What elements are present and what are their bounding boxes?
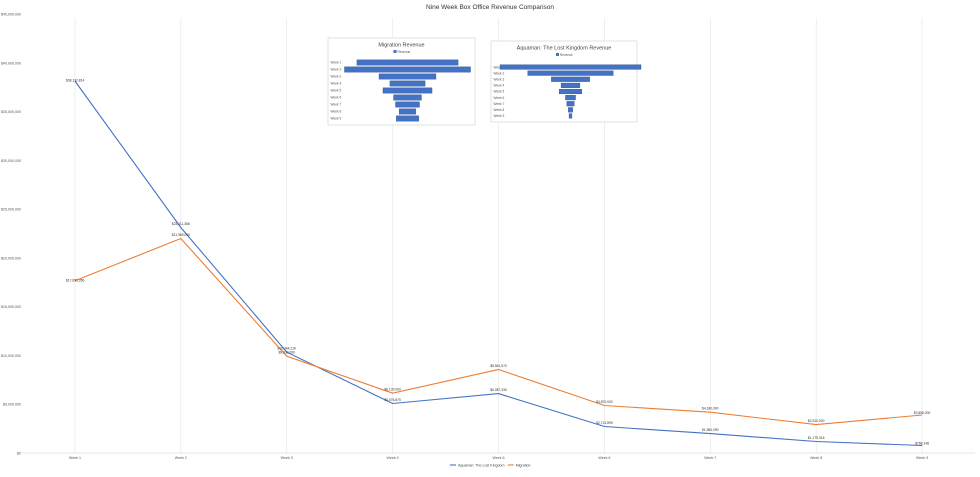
inset-category-label: Week 5	[331, 89, 342, 93]
x-tick-label: Week 3	[281, 456, 293, 460]
data-label: $9,930,000	[278, 351, 295, 355]
data-label: $768,148	[915, 442, 929, 446]
inset-category-label: Week 2	[331, 68, 342, 72]
inset-bar	[378, 73, 437, 80]
inset-bar	[382, 87, 433, 94]
data-label: $5,076,875	[384, 398, 401, 402]
inset-legend-label: Revenue	[398, 50, 411, 54]
data-label: $38,132,814	[66, 78, 85, 82]
inset-legend-label: Revenue	[560, 53, 573, 57]
data-label: $10,344,219	[278, 347, 297, 351]
inset-bar	[565, 95, 576, 101]
data-label: $21,989,000	[172, 233, 191, 237]
inset-category-label: Week 1	[494, 65, 505, 69]
x-tick-label: Week 1	[69, 456, 81, 460]
inset-category-label: Week 7	[494, 102, 505, 106]
data-label: $3,896,000	[914, 411, 931, 415]
inset-bar	[568, 107, 573, 113]
y-tick-label: $30,000,000	[1, 159, 21, 163]
y-tick-label: $20,000,000	[1, 256, 21, 260]
inset-category-label: Week 4	[331, 82, 342, 86]
data-label: $1,984,090	[702, 428, 719, 432]
inset-bar	[356, 59, 459, 66]
y-tick-label: $35,000,000	[1, 110, 21, 114]
legend-label: Aquaman: The Lost Kingdom	[458, 463, 504, 467]
inset-bar	[551, 76, 590, 82]
data-label: $6,087,330	[490, 388, 507, 392]
series-line-aquaman	[74, 80, 923, 447]
data-label: $2,713,899	[596, 421, 613, 425]
inset-category-label: Week 4	[494, 84, 505, 88]
y-tick-label: $25,000,000	[1, 208, 21, 212]
y-tick-label: $10,000,000	[1, 354, 21, 358]
legend-label: Migration	[516, 463, 531, 467]
y-tick-label: $40,000,000	[1, 61, 21, 65]
inset-bar	[396, 115, 419, 122]
inset-category-label: Week 9	[331, 117, 342, 121]
inset-category-label: Week 6	[494, 96, 505, 100]
inset-category-label: Week 8	[331, 110, 342, 114]
inset-legend-swatch	[556, 53, 559, 56]
inset-legend-swatch	[393, 50, 397, 53]
data-label: $17,653,356	[66, 278, 85, 282]
y-tick-label: $45,000,000	[1, 13, 21, 17]
y-tick-label: $5,000,000	[3, 403, 21, 407]
inset-bar	[568, 113, 573, 119]
x-tick-label: Week 5	[492, 456, 504, 460]
inset-category-label: Week 5	[494, 90, 505, 94]
data-label: $1,179,318	[808, 436, 825, 440]
data-label: $23,111,368	[172, 222, 190, 226]
x-tick-label: Week 6	[598, 456, 610, 460]
data-label: $4,180,000	[702, 407, 719, 411]
inset-category-label: Week 9	[494, 114, 505, 118]
chart-title: Nine Week Box Office Revenue Comparison	[426, 4, 554, 11]
y-tick-label: $0	[17, 452, 21, 456]
inset-category-label: Week 1	[331, 61, 342, 65]
inset-bar	[527, 70, 614, 76]
x-tick-label: Week 7	[704, 456, 716, 460]
y-tick-label: $15,000,000	[1, 305, 21, 309]
inset-bar	[559, 88, 582, 95]
data-label: $8,561,570	[490, 364, 507, 368]
inset-bar	[344, 66, 471, 73]
inset-chart-title: Aquaman: The Lost Kingdom Revenue	[517, 46, 612, 52]
inset-chart-title: Migration Revenue	[378, 43, 424, 49]
series-line-migration	[74, 237, 923, 426]
inset-bar	[499, 64, 642, 70]
x-tick-label: Week 4	[387, 456, 399, 460]
data-label: $6,130,000	[384, 388, 401, 392]
inset-bar	[395, 101, 420, 108]
inset-category-label: Week 8	[494, 108, 505, 112]
data-label: $4,870,000	[596, 400, 613, 404]
inset-bar	[398, 108, 417, 115]
inset-category-label: Week 3	[494, 77, 505, 81]
inset-bar	[560, 82, 581, 88]
inset-bar	[393, 94, 422, 101]
inset-bar	[566, 101, 575, 107]
inset-bar	[389, 80, 426, 87]
x-tick-label: Week 2	[175, 456, 187, 460]
inset-category-label: Week 6	[331, 96, 342, 100]
inset-category-label: Week 2	[494, 71, 505, 75]
inset-category-label: Week 7	[331, 103, 342, 107]
x-tick-label: Week 9	[916, 456, 928, 460]
data-label: $2,910,000	[808, 419, 825, 423]
inset-category-label: Week 3	[331, 75, 342, 79]
x-tick-label: Week 8	[810, 456, 822, 460]
